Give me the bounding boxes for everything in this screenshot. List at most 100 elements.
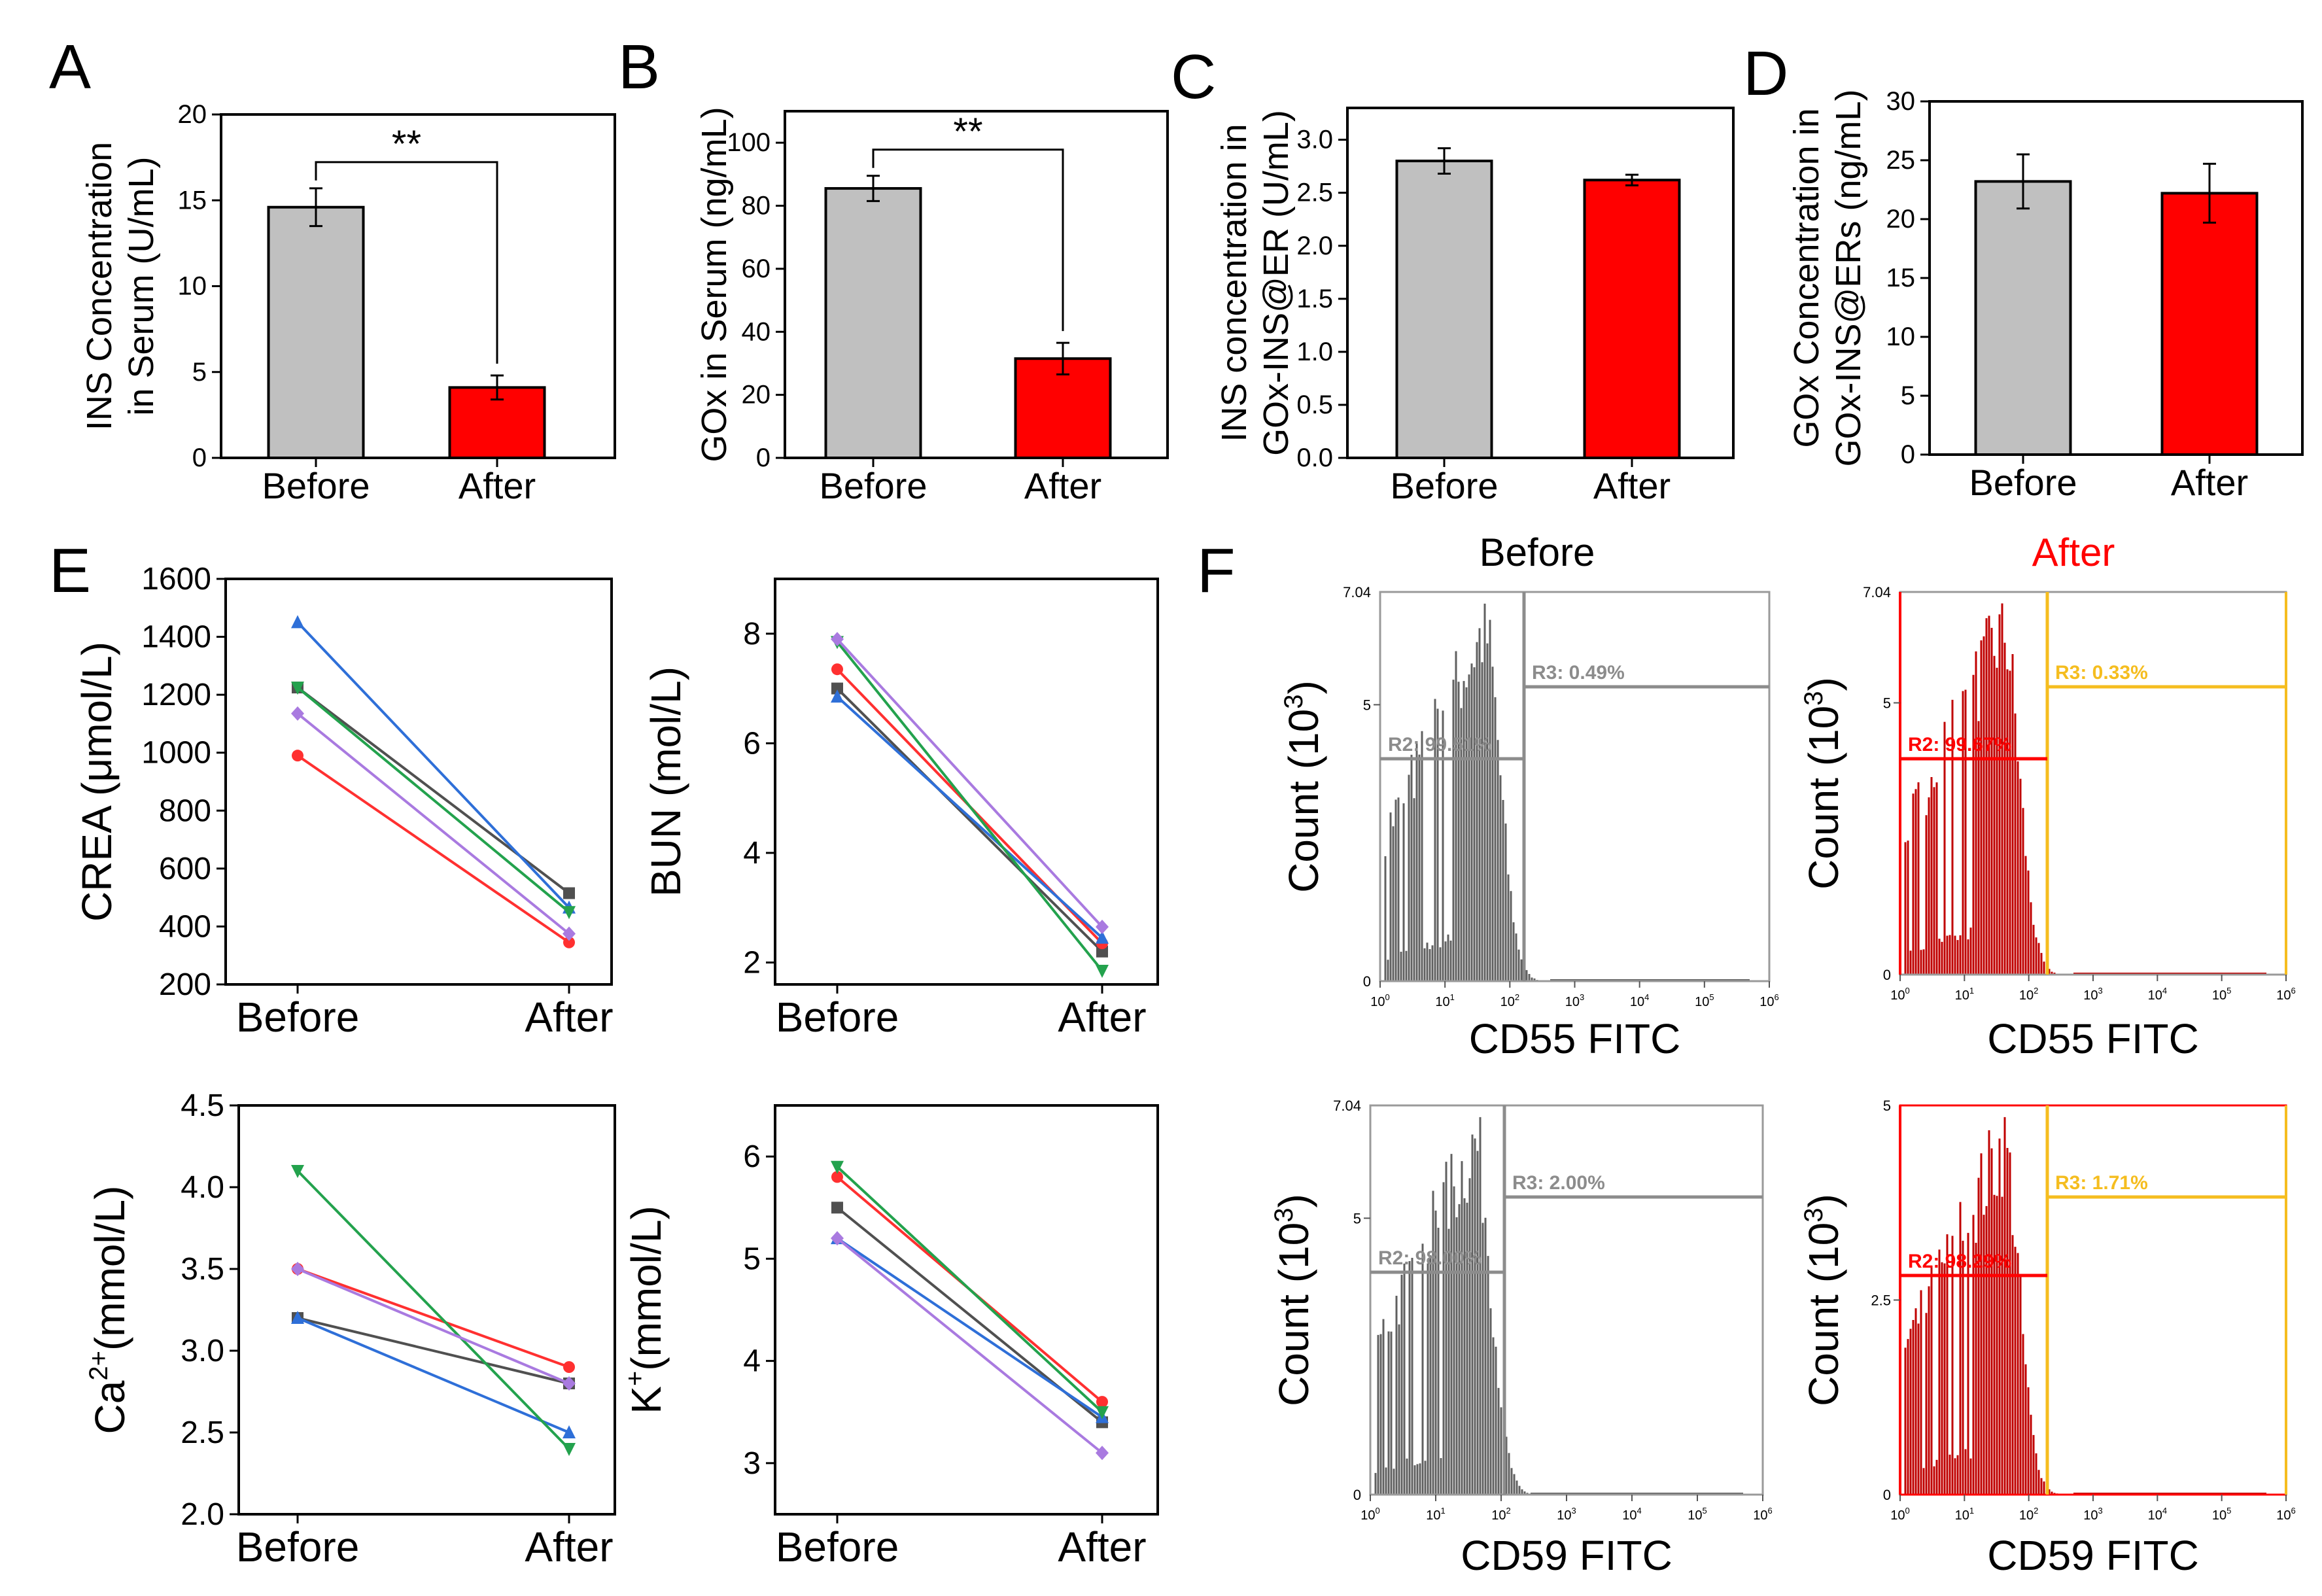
- series-line: [836, 638, 1103, 928]
- y-axis-label-main: Count (10: [1270, 1223, 1317, 1406]
- y-tick-label: 100: [727, 128, 771, 157]
- x-tick-label: 105: [2212, 986, 2231, 1003]
- x-tick-base: 10: [1360, 1508, 1375, 1523]
- x-tick-base: 10: [1622, 1508, 1637, 1523]
- plot-frame: [1899, 591, 2287, 976]
- y-axis-label-main: Count (10: [1800, 1223, 1847, 1406]
- line-chart-E4: 3 4 5 6 Before After K+(mmol/L): [621, 1104, 1159, 1570]
- y-tick-label: 20: [1886, 205, 1916, 234]
- y-axis-label-unit: (mmol/L): [623, 1206, 670, 1370]
- plot-frame: [224, 578, 613, 986]
- y-tick-label: 800: [159, 793, 211, 828]
- x-tick-exp: 3: [1572, 1506, 1576, 1516]
- bar-before: [267, 205, 365, 459]
- gate-r3-label: R3: 0.33%: [2055, 662, 2148, 684]
- x-tick-base: 10: [1491, 1508, 1506, 1523]
- panel-letter-B: B: [618, 32, 660, 102]
- x-tick-exp: 1: [1450, 992, 1455, 1002]
- x-tick-label: After: [525, 1523, 613, 1570]
- x-tick-base: 10: [1565, 995, 1580, 1009]
- series-line: [296, 754, 570, 944]
- x-tick-exp: 4: [2162, 986, 2167, 996]
- y-axis-label: GOx Concentration in: [1787, 108, 1826, 447]
- y-tick-label: 6: [743, 726, 761, 761]
- x-tick-label: 106: [1753, 1506, 1772, 1523]
- y-tick-label: 0.5: [1296, 390, 1333, 419]
- x-axis-label: CD55 FITC: [1469, 1015, 1681, 1062]
- y-axis-label-end: ): [1800, 1194, 1847, 1207]
- series-line: [836, 1166, 1103, 1414]
- data-point: [831, 1231, 844, 1246]
- y-tick-label: 7.04: [1343, 584, 1371, 600]
- x-tick-label: After: [1058, 994, 1146, 1041]
- x-tick-label: Before: [776, 1523, 899, 1570]
- x-tick-label: Before: [236, 994, 360, 1041]
- x-tick-label: 100: [1360, 1506, 1379, 1523]
- y-axis-label-main: Count (10: [1800, 706, 1847, 890]
- y-tick-label: 6: [743, 1139, 761, 1174]
- x-tick-exp: 1: [1969, 1506, 1974, 1516]
- data-point: [291, 1165, 304, 1178]
- y-tick-label: 2.5: [181, 1415, 224, 1450]
- plot-frame: [784, 110, 1169, 459]
- x-tick-exp: 0: [1385, 992, 1390, 1002]
- series-line: [297, 1268, 570, 1385]
- y-axis-label-main: K: [623, 1386, 670, 1414]
- y-axis-label-sup: 3: [1799, 691, 1828, 706]
- y-tick-label: 5: [1883, 1098, 1891, 1114]
- x-tick-label: Before: [776, 994, 899, 1041]
- y-tick-label: 15: [178, 186, 207, 215]
- x-tick-base: 10: [2083, 988, 2098, 1003]
- y-axis-label-sup: +: [621, 1371, 650, 1386]
- y-tick-label: 20: [742, 381, 771, 409]
- line-chart-E3: 2.0 2.5 3.0 3.5 4.0 4.5 Before After Ca2+(mmol/L…: [84, 1088, 616, 1570]
- x-tick-label: 104: [1622, 1506, 1641, 1523]
- x-tick-label: 106: [2276, 1506, 2295, 1523]
- series-line: [836, 1237, 1103, 1454]
- data-point: [1096, 1446, 1109, 1461]
- x-tick-base: 10: [1435, 995, 1449, 1009]
- y-axis-label-sup: 3: [1279, 695, 1308, 709]
- panel-letter-A: A: [49, 32, 91, 102]
- x-tick-label: 103: [1557, 1506, 1576, 1523]
- data-point: [291, 615, 304, 629]
- bar-after: [1583, 179, 1681, 459]
- y-tick-label: 2.0: [181, 1497, 224, 1532]
- significance-bracket: [315, 161, 498, 364]
- y-tick-label: 25: [1886, 146, 1916, 175]
- x-tick-base: 10: [2148, 1508, 2162, 1523]
- y-tick-label: 0: [1363, 973, 1371, 990]
- x-tick-exp: 1: [1441, 1506, 1446, 1516]
- bar-after: [2160, 192, 2259, 456]
- y-tick-label: 5: [1363, 697, 1371, 713]
- x-tick-label: After: [1058, 1523, 1146, 1570]
- y-tick-label: 4: [743, 1344, 761, 1379]
- data-point: [831, 1171, 843, 1183]
- x-tick-exp: 5: [1703, 1506, 1707, 1516]
- data-point: [831, 1160, 844, 1174]
- series-line: [297, 1268, 570, 1368]
- series-line: [296, 1170, 570, 1450]
- panel-letter-D: D: [1743, 39, 1788, 109]
- x-tick-exp: 4: [2162, 1506, 2167, 1516]
- y-tick-label: 3: [743, 1446, 761, 1481]
- data-point: [563, 936, 575, 948]
- y-tick-label: 80: [742, 192, 771, 220]
- y-tick-label: 40: [742, 317, 771, 346]
- x-tick-exp: 2: [2034, 1506, 2038, 1516]
- y-axis-label-main: Count (10: [1280, 709, 1327, 893]
- panel-letter-C: C: [1171, 42, 1216, 112]
- y-tick-label: 0: [1883, 1487, 1891, 1503]
- panel-letter-F: F: [1197, 536, 1236, 606]
- data-point: [563, 1361, 575, 1373]
- x-tick-label: After: [459, 465, 536, 506]
- x-tick-base: 10: [1890, 1508, 1905, 1523]
- y-axis-label: INS Concentration: [80, 142, 119, 430]
- y-axis-label-sup: 2+: [84, 1351, 113, 1381]
- gate-r3-label: R3: 0.49%: [1532, 662, 1625, 684]
- bar-before: [1974, 180, 2072, 456]
- histogram: [1374, 1117, 1531, 1495]
- x-tick-label: Before: [1969, 462, 2077, 503]
- data-point: [1096, 965, 1109, 979]
